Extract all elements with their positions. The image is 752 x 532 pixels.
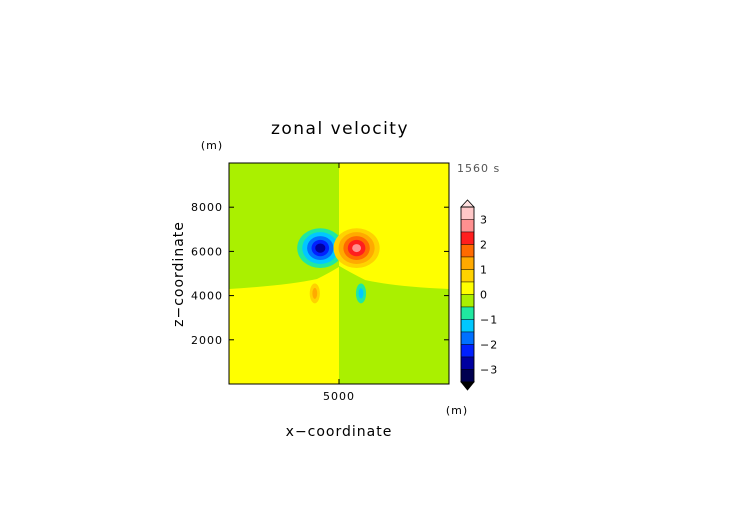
x-axis-label: x−coordinate bbox=[286, 424, 393, 440]
y-tick-label: 4000 bbox=[191, 290, 223, 303]
colorbar-level-13 bbox=[460, 369, 475, 383]
axes: 2000 4000 6000 8000 5000 bbox=[191, 163, 449, 403]
lower-positive-blob bbox=[309, 283, 320, 304]
colorbar-tick-label: 0 bbox=[480, 289, 488, 302]
colorbar-level-4 bbox=[460, 256, 475, 270]
colorbar-level-2 bbox=[460, 231, 475, 245]
y-tick-label: 8000 bbox=[191, 201, 223, 214]
colorbar-frame bbox=[460, 206, 475, 383]
plot-area bbox=[229, 163, 449, 384]
colorbar-level-5 bbox=[460, 269, 475, 283]
lower-negative-blob-ring-1 bbox=[358, 288, 364, 299]
colorbar-level-1 bbox=[460, 219, 475, 233]
colorbar-level-9 bbox=[460, 319, 475, 333]
colorbar-level-8 bbox=[460, 306, 475, 320]
colorbar-level-11 bbox=[460, 344, 475, 358]
colorbar-level-7 bbox=[460, 294, 475, 308]
y-tick-label: 2000 bbox=[191, 334, 223, 347]
colorbar-tick-label: −3 bbox=[480, 364, 498, 377]
colorbar: 3 2 1 0 −1 −2 −3 bbox=[460, 199, 498, 391]
colorbar-level-6 bbox=[460, 281, 475, 295]
x-tick-label: 5000 bbox=[323, 390, 355, 403]
colorbar-level-12 bbox=[460, 356, 475, 370]
colorbar-under-triangle bbox=[460, 381, 475, 391]
colorbar-level-3 bbox=[460, 244, 475, 258]
chart-title: zonal velocity bbox=[271, 119, 409, 139]
negative-vortex bbox=[297, 228, 344, 268]
colorbar-tick-label: −2 bbox=[480, 339, 498, 352]
positive-vortex bbox=[333, 228, 380, 268]
negative-vortex-ring-4 bbox=[315, 243, 326, 253]
colorbar-tick-label: 3 bbox=[480, 214, 488, 227]
colorbar-tick-label: 2 bbox=[480, 239, 488, 252]
colorbar-level-10 bbox=[460, 331, 475, 345]
y-unit-label: (m) bbox=[201, 139, 223, 152]
region-lower-right bbox=[339, 265, 449, 384]
time-label: 1560 s bbox=[457, 162, 500, 175]
lower-negative-blob bbox=[355, 283, 367, 304]
colorbar-level-0 bbox=[460, 206, 475, 220]
positive-vortex-ring-4 bbox=[352, 244, 361, 253]
colorbar-tick-label: 1 bbox=[480, 264, 488, 277]
colorbar-tick-label: −1 bbox=[480, 314, 498, 327]
lower-positive-blob-ring-1 bbox=[312, 287, 318, 299]
colorbar-over-triangle bbox=[460, 199, 475, 208]
x-unit-label: (m) bbox=[446, 404, 468, 417]
y-tick-label: 6000 bbox=[191, 245, 223, 258]
y-axis-label: z−coordinate bbox=[171, 221, 187, 327]
